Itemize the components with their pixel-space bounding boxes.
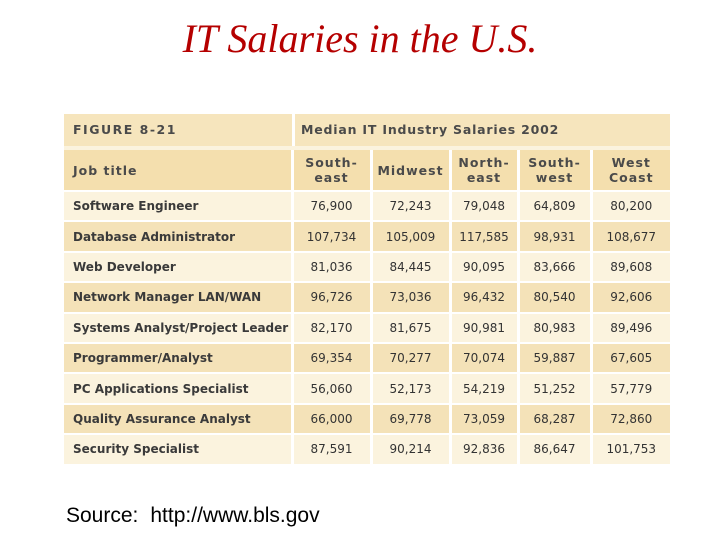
salary-cell: 96,726: [290, 281, 371, 313]
salary-cell: 70,074: [448, 341, 518, 374]
table-row: Software Engineer 76,900 72,243 79,048 64,80…: [64, 189, 670, 222]
column-header-midwest: Midwest: [369, 150, 450, 191]
job-title-cell: Quality Assurance Analyst: [64, 402, 292, 435]
salary-cell: 72,860: [589, 402, 670, 435]
salary-cell: 105,009: [369, 220, 450, 252]
table-row: Database Administrator 107,734 105,009 117,…: [64, 220, 670, 252]
salary-cell: 80,540: [516, 281, 591, 313]
job-title-cell: Software Engineer: [64, 189, 292, 222]
salary-cell: 80,200: [589, 189, 670, 222]
salary-cell: 66,000: [290, 402, 371, 435]
salary-cell: 90,214: [369, 433, 450, 464]
salary-cell: 83,666: [516, 250, 591, 283]
source-link[interactable]: http://www.bls.gov: [150, 504, 320, 527]
salary-cell: 87,591: [290, 433, 371, 464]
job-title-cell: Database Administrator: [64, 220, 292, 252]
column-header-west-coast: West Coast: [589, 150, 670, 191]
source-citation: Source: http://www.bls.gov: [66, 504, 320, 528]
salary-cell: 117,585: [448, 220, 518, 252]
table-row: Quality Assurance Analyst 66,000 69,778 73,…: [64, 402, 670, 435]
salary-cell: 72,243: [369, 189, 450, 222]
salary-cell: 68,287: [516, 402, 591, 435]
salary-cell: 81,675: [369, 311, 450, 343]
salary-cell: 76,900: [290, 189, 371, 222]
salary-cell: 52,173: [369, 372, 450, 404]
table-row: PC Applications Specialist 56,060 52,173 54…: [64, 372, 670, 404]
job-title-cell: Web Developer: [64, 250, 292, 283]
salary-cell: 56,060: [290, 372, 371, 404]
salary-figure: FIGURE 8-21 Median IT Industry Salaries …: [64, 114, 670, 464]
salary-cell: 107,734: [290, 220, 371, 252]
figure-header-band: FIGURE 8-21 Median IT Industry Salaries …: [64, 114, 670, 146]
salary-cell: 57,779: [589, 372, 670, 404]
figure-label: FIGURE 8-21: [73, 122, 177, 137]
table-header-row: Job title South- east Midwest North- eas…: [64, 150, 670, 191]
table-row: Security Specialist 87,591 90,214 92,836 86,…: [64, 433, 670, 464]
salary-cell: 84,445: [369, 250, 450, 283]
job-title-cell: Security Specialist: [64, 433, 292, 464]
salary-cell: 98,931: [516, 220, 591, 252]
header-divider: [292, 114, 295, 146]
salary-cell: 92,606: [589, 281, 670, 313]
salary-cell: 59,887: [516, 341, 591, 374]
salary-cell: 51,252: [516, 372, 591, 404]
salary-cell: 64,809: [516, 189, 591, 222]
job-title-cell: Network Manager LAN/WAN: [64, 281, 292, 313]
salary-cell: 89,608: [589, 250, 670, 283]
salary-cell: 89,496: [589, 311, 670, 343]
table-body: Software Engineer 76,900 72,243 79,048 64,80…: [64, 189, 670, 464]
salary-cell: 69,354: [290, 341, 371, 374]
salary-cell: 101,753: [589, 433, 670, 464]
salary-cell: 90,981: [448, 311, 518, 343]
column-header-job-title: Job title: [64, 150, 292, 191]
salary-cell: 73,036: [369, 281, 450, 313]
table-row: Network Manager LAN/WAN 96,726 73,036 96,43…: [64, 281, 670, 313]
column-header-southwest: South- west: [516, 150, 591, 191]
salary-cell: 82,170: [290, 311, 371, 343]
salary-cell: 86,647: [516, 433, 591, 464]
salary-cell: 80,983: [516, 311, 591, 343]
job-title-cell: Programmer/Analyst: [64, 341, 292, 374]
job-title-cell: PC Applications Specialist: [64, 372, 292, 404]
salary-table: Job title South- east Midwest North- eas…: [64, 150, 670, 464]
source-label: Source:: [66, 504, 139, 527]
figure-caption: Median IT Industry Salaries 2002: [301, 122, 560, 137]
job-title-cell: Systems Analyst/Project Leader: [64, 311, 292, 343]
salary-cell: 96,432: [448, 281, 518, 313]
column-header-northeast: North- east: [448, 150, 518, 191]
salary-cell: 92,836: [448, 433, 518, 464]
salary-cell: 79,048: [448, 189, 518, 222]
table-row: Web Developer 81,036 84,445 90,095 83,666 89,…: [64, 250, 670, 283]
salary-cell: 54,219: [448, 372, 518, 404]
salary-cell: 108,677: [589, 220, 670, 252]
salary-cell: 70,277: [369, 341, 450, 374]
salary-cell: 81,036: [290, 250, 371, 283]
table-row: Programmer/Analyst 69,354 70,277 70,074 59,8…: [64, 341, 670, 374]
salary-cell: 69,778: [369, 402, 450, 435]
table-row: Systems Analyst/Project Leader 82,170 81,6…: [64, 311, 670, 343]
salary-cell: 73,059: [448, 402, 518, 435]
column-header-southeast: South- east: [290, 150, 371, 191]
slide-title: IT Salaries in the U.S.: [182, 16, 538, 61]
salary-cell: 67,605: [589, 341, 670, 374]
salary-cell: 90,095: [448, 250, 518, 283]
